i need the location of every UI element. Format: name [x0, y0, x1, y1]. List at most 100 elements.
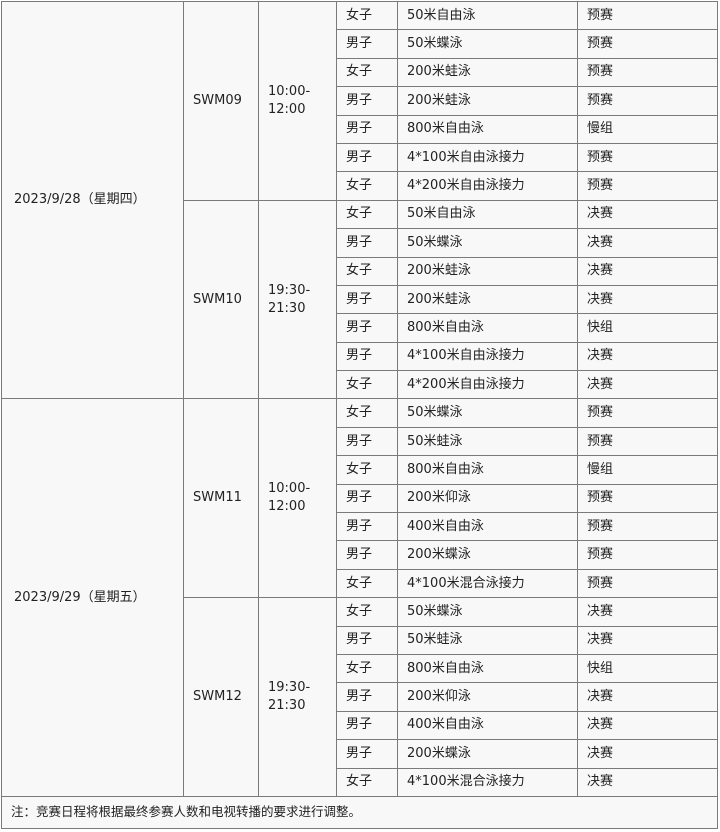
event-cell: 4*100米混合泳接力: [397, 568, 578, 599]
event-cell: 800米自由泳: [397, 653, 578, 684]
gender-cell: 男子: [336, 625, 398, 655]
stage-cell: 预赛: [577, 426, 718, 457]
stage-cell: 决赛: [577, 228, 718, 258]
event-cell: 4*100米混合泳接力: [397, 767, 578, 797]
table-row: 男子 800米自由泳 快组: [2, 313, 718, 343]
stage-cell: 决赛: [577, 256, 718, 286]
table-row: 女子 4*100米混合泳接力 决赛: [2, 767, 718, 797]
gender-cell: 女子: [336, 398, 398, 428]
gender-cell: 男子: [336, 341, 398, 372]
stage-cell: 决赛: [577, 767, 718, 797]
session-time: 19:30- 21:30: [258, 199, 337, 400]
date-cell: 2023/9/29（星期五）: [1, 398, 184, 797]
table-row: 2023/9/28（星期四） SWM09 10:00- 12:00 女子 50米自由泳 预赛: [1, 0, 718, 400]
stage-cell: 快组: [577, 653, 718, 684]
event-cell: 50米自由泳: [397, 199, 578, 230]
time-start: 10:00-: [268, 83, 311, 99]
stage-cell: 决赛: [577, 597, 718, 627]
table-row: SWM12 19:30- 21:30 女子 50米蝶泳 决赛: [2, 597, 718, 797]
event-cell: 800米自由泳: [397, 455, 578, 485]
stage-cell: 预赛: [577, 483, 718, 514]
table-row: 2023/9/29（星期五） SWM11 10:00- 12:00 女子 50米蝶泳 预赛: [1, 398, 718, 797]
table-row: 男子 800米自由泳 慢组: [2, 114, 718, 144]
time-end: 12:00: [268, 101, 306, 117]
stage-cell: 决赛: [577, 739, 718, 769]
event-cell: 50米蝶泳: [397, 228, 578, 258]
table-row: 女子 200米蛙泳 预赛: [2, 57, 718, 88]
stage-cell: 慢组: [577, 114, 718, 144]
table-row: 男子 200米蛙泳 预赛: [2, 86, 718, 116]
event-cell: 50米蛙泳: [397, 625, 578, 655]
event-cell: 200米蛙泳: [397, 284, 578, 315]
event-cell: 50米蝶泳: [397, 398, 578, 428]
event-cell: 200米蛙泳: [397, 57, 578, 88]
event-cell: 800米自由泳: [397, 313, 578, 343]
time-start: 19:30-: [268, 680, 311, 696]
table-row: 男子 50米蛙泳 预赛: [2, 426, 718, 457]
stage-cell: 快组: [577, 313, 718, 343]
date-cell: 2023/9/28（星期四）: [1, 0, 184, 400]
gender-cell: 男子: [336, 284, 398, 315]
gender-cell: 女子: [336, 767, 398, 797]
stage-cell: 预赛: [577, 512, 718, 542]
gender-cell: 女子: [336, 256, 398, 286]
time-end: 12:00: [268, 499, 306, 515]
stage-cell: 预赛: [577, 540, 718, 570]
gender-cell: 男子: [336, 114, 398, 144]
stage-cell: 决赛: [577, 682, 718, 712]
table-row: 男子 200米仰泳 预赛: [2, 483, 718, 514]
gender-cell: 男子: [336, 142, 398, 173]
event-cell: 50米蛙泳: [397, 426, 578, 457]
event-cell: 400米自由泳: [397, 710, 578, 741]
session-code: SWM11: [183, 398, 259, 599]
stage-cell: 预赛: [577, 568, 718, 599]
event-cell: 200米蛙泳: [397, 256, 578, 286]
event-cell: 4*200米自由泳接力: [397, 370, 578, 400]
gender-cell: 男子: [336, 426, 398, 457]
table-row: SWM10 19:30- 21:30 女子 50米自由泳 决赛: [2, 199, 718, 400]
stage-cell: 慢组: [577, 455, 718, 485]
stage-cell: 预赛: [577, 86, 718, 116]
gender-cell: 男子: [336, 483, 398, 514]
table-row: 女子 4*100米混合泳接力 预赛: [2, 568, 718, 599]
gender-cell: 男子: [336, 29, 398, 59]
session-code: SWM09: [183, 1, 259, 201]
gender-cell: 男子: [336, 710, 398, 741]
time-end: 21:30: [268, 300, 306, 316]
stage-cell: 决赛: [577, 370, 718, 400]
stage-cell: 决赛: [577, 625, 718, 655]
table-row: 女子 4*200米自由泳接力 预赛: [2, 171, 718, 201]
event-cell: 50米蝶泳: [397, 29, 578, 59]
gender-cell: 男子: [336, 540, 398, 570]
session-code: SWM12: [183, 597, 259, 797]
event-cell: 200米蛙泳: [397, 86, 578, 116]
table-row: 女子 4*200米自由泳接力 决赛: [2, 370, 718, 400]
stage-cell: 预赛: [577, 0, 718, 31]
gender-cell: 男子: [336, 739, 398, 769]
gender-cell: 女子: [336, 370, 398, 400]
gender-cell: 女子: [336, 0, 398, 31]
gender-cell: 男子: [336, 682, 398, 712]
stage-cell: 决赛: [577, 284, 718, 315]
gender-cell: 男子: [336, 313, 398, 343]
session-code: SWM10: [183, 199, 259, 400]
gender-cell: 男子: [336, 512, 398, 542]
stage-cell: 决赛: [577, 710, 718, 741]
session-time: 10:00- 12:00: [258, 1, 337, 201]
gender-cell: 女子: [336, 199, 398, 230]
event-cell: 4*100米自由泳接力: [397, 341, 578, 372]
gender-cell: 女子: [336, 171, 398, 201]
stage-cell: 决赛: [577, 199, 718, 230]
event-cell: 400米自由泳: [397, 512, 578, 542]
event-cell: 50米自由泳: [397, 0, 578, 31]
table-row: 女子 800米自由泳 慢组: [2, 455, 718, 485]
table-row: 男子 200米仰泳 决赛: [2, 682, 718, 712]
gender-cell: 男子: [336, 228, 398, 258]
time-start: 10:00-: [268, 481, 311, 497]
gender-cell: 男子: [336, 86, 398, 116]
stage-cell: 预赛: [577, 57, 718, 88]
table-row: 男子 200米蝶泳 预赛: [2, 540, 718, 570]
gender-cell: 女子: [336, 57, 398, 88]
event-cell: 200米仰泳: [397, 483, 578, 514]
